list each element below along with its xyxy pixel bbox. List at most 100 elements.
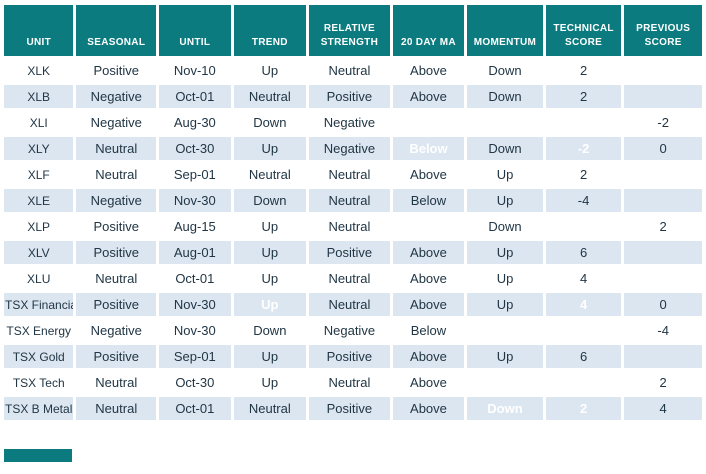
technical-score-table: UNIT SEASONAL UNTIL TREND RELATIVE STRENGTH 2… [1,2,705,449]
cell-tech: -6 [545,319,622,342]
cell-unit: XLP [4,215,74,238]
cell-seasonal: Positive [76,345,157,368]
cell-unit: XLI [4,111,74,134]
cell-trend: Down [233,111,307,134]
cell-unit: XLY [4,137,74,160]
cell-momentum: Down [467,59,543,82]
cell-prev: -4 [624,319,702,342]
cell-tech: 2 [545,397,622,420]
table-row-xlb: XLB Negative Oct-01 Neutral Positive Above Dow… [4,85,702,108]
cell-prev: 2 [624,371,702,394]
cell-momentum: Down [467,111,543,134]
cell-seasonal: Neutral [76,137,157,160]
cell-ma: Above [392,345,465,368]
table-row-xlp: XLP Positive Aug-15 Up Neutral Below Down 0 2 [4,215,702,238]
cell-rs: Positive [309,85,390,108]
empty-row [4,423,702,446]
column-header-until: UNTIL [159,5,231,56]
cell-rs: Neutral [309,163,390,186]
cell-ma: Below [392,111,465,134]
cell-prev: 0 [624,137,702,160]
cell-prev [624,85,702,108]
cell-until: Nov-30 [159,319,231,342]
cell-rs: Neutral [309,371,390,394]
cell-trend: Up [233,267,307,290]
cell-until: Aug-01 [159,241,231,264]
cell-rs: Neutral [309,267,390,290]
cell-tech: -2 [545,137,622,160]
cell-prev [624,189,702,212]
cell-trend: Down [233,319,307,342]
cell-momentum: Down [467,215,543,238]
table-row-tsx-tech: TSX Tech Neutral Oct-30 Up Neutral Above Up 4 2 [4,371,702,394]
cell-ma: Below [392,137,465,160]
cell-seasonal: Neutral [76,267,157,290]
cell-momentum: Up [467,163,543,186]
cell-seasonal: Neutral [76,163,157,186]
cell-prev: -2 [624,111,702,134]
cell-trend: Neutral [233,163,307,186]
cell-momentum: Up [467,241,543,264]
cell-prev [624,345,702,368]
cell-prev: 2 [624,215,702,238]
cell-rs: Positive [309,397,390,420]
cell-trend: Down [233,189,307,212]
column-header-unit: UNIT [4,5,74,56]
cell-trend: Neutral [233,397,307,420]
cell-rs: Neutral [309,59,390,82]
next-table-header-stub [4,449,72,462]
cell-momentum: Up [467,345,543,368]
cell-unit: XLU [4,267,74,290]
cell-ma: Above [392,397,465,420]
cell-seasonal: Positive [76,241,157,264]
cell-unit: TSX B Metals [4,397,74,420]
cell-seasonal: Negative [76,189,157,212]
cell-ma: Above [392,293,465,316]
cell-tech: 6 [545,241,622,264]
cell-ma: Above [392,267,465,290]
cell-unit: XLF [4,163,74,186]
cell-unit: XLB [4,85,74,108]
cell-ma: Below [392,189,465,212]
cell-tech: 4 [545,371,622,394]
cell-until: Nov-30 [159,189,231,212]
cell-unit: XLK [4,59,74,82]
cell-ma: Above [392,241,465,264]
cell-until: Oct-30 [159,137,231,160]
cell-until: Aug-15 [159,215,231,238]
cell-unit: TSX Energy [4,319,74,342]
cell-rs: Negative [309,137,390,160]
cell-seasonal: Negative [76,111,157,134]
table-row-tsx-gold: TSX Gold Positive Sep-01 Up Positive Above Up 6 [4,345,702,368]
column-header-momentum: MOMENTUM [467,5,543,56]
cell-trend: Neutral [233,85,307,108]
cell-rs: Neutral [309,215,390,238]
table-row-tsx-financial: TSX Financial Positive Nov-30 Up Neutral Abov… [4,293,702,316]
cell-until: Oct-01 [159,85,231,108]
column-header-rs: RELATIVE STRENGTH [309,5,390,56]
cell-trend: Up [233,215,307,238]
table-row-xli: XLI Negative Aug-30 Down Negative Below Down -6… [4,111,702,134]
cell-trend [233,423,307,446]
cell-tech: -6 [545,111,622,134]
cell-momentum [467,423,543,446]
cell-prev: 0 [624,293,702,316]
cell-unit: TSX Gold [4,345,74,368]
cell-ma: Above [392,85,465,108]
cell-ma: Below [392,319,465,342]
cell-seasonal: Negative [76,319,157,342]
table-row-xlu: XLU Neutral Oct-01 Up Neutral Above Up 4 [4,267,702,290]
cell-prev [624,59,702,82]
cell-prev [624,241,702,264]
cell-tech: 4 [545,293,622,316]
cell-unit: TSX Tech [4,371,74,394]
cell-until: Aug-30 [159,111,231,134]
cell-momentum: Down [467,85,543,108]
column-header-ma: 20 DAY MA [392,5,465,56]
cell-prev [624,267,702,290]
cell-unit: TSX Financial [4,293,74,316]
cell-rs: Negative [309,319,390,342]
cell-trend: Up [233,241,307,264]
column-header-trend: TREND [233,5,307,56]
table-row-tsx-energy: TSX Energy Negative Nov-30 Down Negative Belo… [4,319,702,342]
